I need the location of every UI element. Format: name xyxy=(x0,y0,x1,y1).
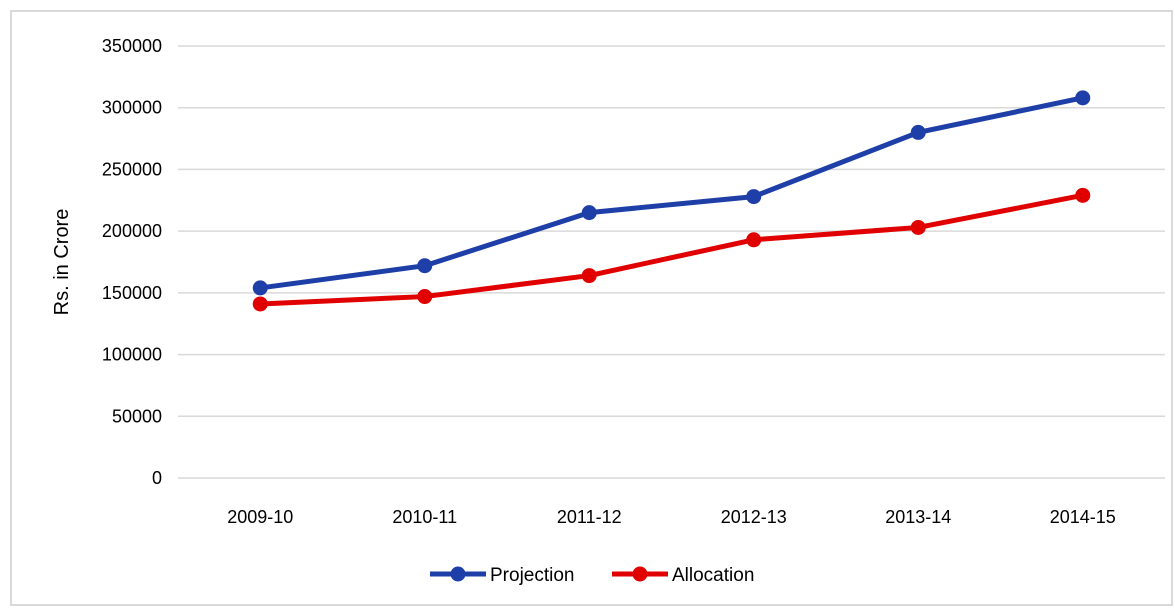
series-line xyxy=(257,95,1086,291)
y-tick-label: 200000 xyxy=(102,221,162,241)
series-projection xyxy=(252,90,1091,296)
data-point xyxy=(252,280,268,296)
x-tick-label: 2012-13 xyxy=(721,507,787,527)
data-point xyxy=(910,219,926,235)
legend-label: Allocation xyxy=(672,565,754,586)
legend-item-allocation: Allocation xyxy=(612,565,754,586)
legend-item-projection: Projection xyxy=(430,565,575,586)
series-allocation xyxy=(252,187,1091,312)
legend-label: Projection xyxy=(490,565,575,586)
y-tick-label: 0 xyxy=(152,468,162,488)
x-axis-ticks: 2009-10 2010-11 2011-12 2012-13 2013-14 2014-… xyxy=(227,507,1116,527)
y-axis-title: Rs. in Crore xyxy=(51,209,73,316)
data-point xyxy=(1075,187,1091,203)
series-lines xyxy=(252,90,1091,312)
y-tick-label: 250000 xyxy=(102,159,162,179)
data-point xyxy=(417,289,433,305)
data-point xyxy=(1075,90,1091,106)
gridlines xyxy=(178,45,1165,479)
y-tick-label: 50000 xyxy=(112,406,162,426)
y-tick-label: 350000 xyxy=(102,36,162,56)
legend-swatch-marker xyxy=(450,566,466,582)
y-tick-label: 300000 xyxy=(102,98,162,118)
legend: Projection Allocation xyxy=(430,565,754,586)
x-tick-label: 2013-14 xyxy=(885,507,951,527)
data-point xyxy=(910,124,926,140)
data-point xyxy=(746,232,762,248)
data-point xyxy=(581,205,597,221)
y-tick-label: 150000 xyxy=(102,283,162,303)
x-tick-label: 2010-11 xyxy=(392,507,457,527)
y-tick-label: 100000 xyxy=(102,345,162,365)
x-tick-label: 2014-15 xyxy=(1050,507,1116,527)
data-point xyxy=(417,258,433,274)
chart-frame xyxy=(10,10,1173,606)
series-line xyxy=(257,192,1086,307)
x-tick-label: 2011-12 xyxy=(557,507,622,527)
data-point xyxy=(746,189,762,205)
y-axis-ticks: 0 50000 100000 150000 200000 250000 300000 3500… xyxy=(102,36,162,488)
legend-swatch-marker xyxy=(632,566,648,582)
x-tick-label: 2009-10 xyxy=(227,507,293,527)
data-point xyxy=(581,268,597,284)
data-point xyxy=(252,296,268,312)
